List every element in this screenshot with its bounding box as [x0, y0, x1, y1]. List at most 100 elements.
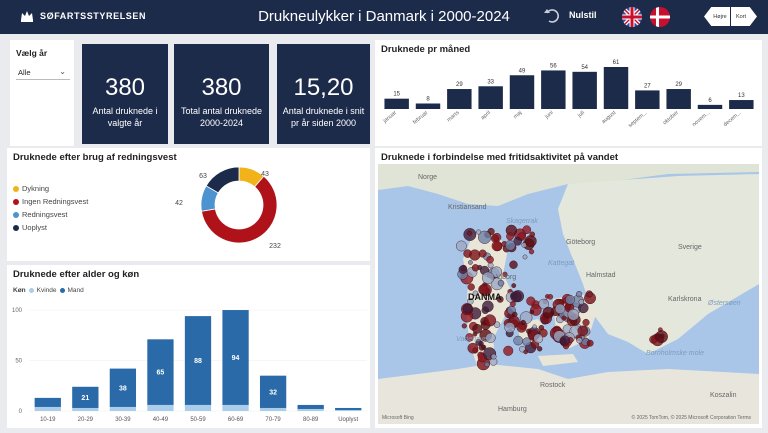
incident-bubble[interactable]: [462, 303, 473, 314]
english-flag-button[interactable]: [622, 7, 642, 27]
incident-bubble[interactable]: [520, 319, 526, 326]
incident-bubble[interactable]: [533, 333, 544, 344]
incident-bubble[interactable]: [578, 302, 589, 314]
incident-bubble[interactable]: [522, 254, 528, 260]
incident-bubble[interactable]: [565, 294, 575, 305]
incident-bubble[interactable]: [575, 291, 583, 298]
incident-bubble[interactable]: [478, 344, 486, 351]
bar-mand[interactable]: [297, 404, 324, 409]
incident-bubble[interactable]: [491, 240, 503, 252]
month-bar[interactable]: [384, 98, 409, 109]
bar-mand[interactable]: [184, 316, 212, 405]
incident-bubble[interactable]: [504, 322, 516, 333]
bar-mand[interactable]: [147, 339, 174, 405]
month-bar[interactable]: [635, 90, 660, 109]
incident-bubble[interactable]: [523, 349, 528, 355]
donut-slice[interactable]: [201, 175, 278, 244]
map-canvas[interactable]: [378, 164, 759, 424]
nav-map-button[interactable]: Kort: [731, 7, 757, 26]
incident-bubble[interactable]: [504, 240, 516, 251]
month-bar[interactable]: [729, 100, 754, 109]
month-bar[interactable]: [541, 70, 566, 109]
danish-flag-button[interactable]: [650, 7, 670, 27]
incident-bubble[interactable]: [510, 291, 522, 303]
incident-bubble[interactable]: [496, 295, 504, 303]
incident-bubble[interactable]: [487, 262, 494, 269]
bar-kvinde[interactable]: [184, 404, 212, 411]
incident-bubble[interactable]: [559, 335, 570, 346]
incident-bubble[interactable]: [461, 323, 467, 329]
incident-bubble[interactable]: [511, 283, 517, 288]
incident-bubble[interactable]: [529, 231, 535, 238]
incident-bubble[interactable]: [561, 315, 567, 321]
bubble-map[interactable]: Kristiansand Skagerrak Göteborg Halmstad…: [378, 164, 759, 424]
incident-bubble[interactable]: [538, 298, 550, 310]
incident-bubble[interactable]: [467, 283, 475, 291]
incident-bubble[interactable]: [529, 309, 535, 315]
donut-slice[interactable]: [205, 166, 240, 194]
month-bar[interactable]: [572, 71, 597, 109]
incident-bubble[interactable]: [472, 290, 479, 297]
incident-bubble[interactable]: [490, 353, 497, 360]
incident-bubble[interactable]: [513, 335, 523, 346]
incident-bubble[interactable]: [455, 240, 467, 252]
incident-bubble[interactable]: [471, 264, 480, 272]
incident-bubble[interactable]: [586, 339, 594, 347]
incident-bubble[interactable]: [466, 230, 473, 236]
month-bar[interactable]: [415, 103, 441, 109]
reset-button[interactable]: Nulstil: [543, 6, 597, 24]
incident-bubble[interactable]: [476, 229, 481, 235]
incident-bubble[interactable]: [509, 260, 518, 269]
incident-bubble[interactable]: [481, 271, 495, 285]
incident-bubble[interactable]: [524, 235, 537, 248]
legend-item-mand[interactable]: Mand: [67, 287, 84, 294]
bar-kvinde[interactable]: [297, 408, 324, 411]
incident-bubble[interactable]: [479, 283, 492, 297]
month-bar[interactable]: [603, 67, 629, 109]
incident-bubble[interactable]: [469, 249, 481, 261]
incident-bubble[interactable]: [502, 271, 508, 277]
incident-bubble[interactable]: [484, 314, 497, 327]
incident-bubble[interactable]: [468, 260, 473, 265]
bar-kvinde[interactable]: [259, 407, 287, 411]
incident-bubble[interactable]: [526, 328, 532, 334]
incident-bubble[interactable]: [497, 279, 505, 287]
month-bar[interactable]: [509, 75, 535, 109]
month-bar[interactable]: [478, 86, 503, 109]
bar-kvinde[interactable]: [34, 406, 61, 411]
legend-item-kvinde[interactable]: Kvinde: [36, 287, 57, 294]
incident-bubble[interactable]: [576, 337, 583, 344]
incident-bubble[interactable]: [478, 249, 487, 258]
month-bar[interactable]: [447, 89, 472, 109]
incident-bubble[interactable]: [465, 333, 474, 342]
incident-bubble[interactable]: [655, 330, 668, 343]
legend-item-ingen-redningsvest[interactable]: Ingen Redningsvest: [13, 197, 88, 206]
bar-mand[interactable]: [222, 310, 249, 405]
map-attribution-right[interactable]: © 2025 TomTom, © 2025 Microsoft Corporat…: [631, 415, 751, 421]
incident-bubble[interactable]: [478, 230, 492, 244]
bar-kvinde[interactable]: [72, 407, 99, 411]
incident-bubble[interactable]: [503, 345, 514, 356]
incident-bubble[interactable]: [485, 332, 496, 343]
incident-bubble[interactable]: [577, 325, 589, 337]
incident-bubble[interactable]: [472, 323, 482, 334]
incident-bubble[interactable]: [486, 255, 494, 264]
bar-mand[interactable]: [335, 407, 362, 410]
incident-bubble[interactable]: [482, 300, 494, 313]
incident-bubble[interactable]: [467, 342, 479, 354]
incident-bubble[interactable]: [578, 299, 585, 305]
legend-item-uoplyst[interactable]: Uoplyst: [13, 223, 47, 232]
incident-bubble[interactable]: [484, 361, 490, 368]
incident-bubble[interactable]: [506, 232, 514, 241]
bar-mand[interactable]: [109, 368, 137, 407]
incident-bubble[interactable]: [582, 318, 590, 326]
legend-item-redningsvest[interactable]: Redningsvest: [13, 210, 67, 219]
bar-mand[interactable]: [259, 375, 287, 408]
nav-back-button[interactable]: Højre: [704, 7, 730, 26]
bar-kvinde[interactable]: [222, 404, 249, 411]
incident-bubble[interactable]: [522, 225, 532, 235]
incident-bubble[interactable]: [458, 265, 468, 274]
incident-bubble[interactable]: [584, 292, 596, 305]
incident-bubble[interactable]: [510, 301, 516, 307]
incident-bubble[interactable]: [554, 303, 566, 314]
